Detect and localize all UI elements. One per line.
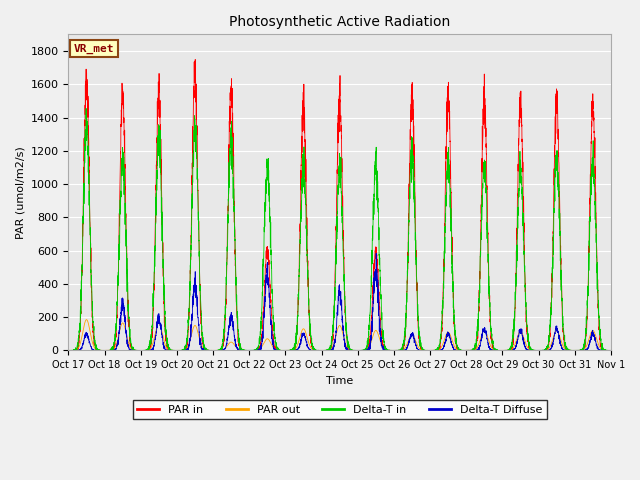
Text: VR_met: VR_met	[74, 44, 115, 54]
PAR in	[65, 348, 72, 353]
Delta-T in	[431, 348, 439, 353]
Delta-T Diffuse	[372, 251, 380, 256]
PAR in	[431, 348, 439, 353]
Delta-T in	[607, 348, 614, 353]
X-axis label: Time: Time	[326, 376, 353, 386]
Line: Delta-T in: Delta-T in	[68, 108, 611, 350]
PAR out	[83, 317, 90, 323]
Delta-T Diffuse	[319, 348, 327, 353]
Delta-T Diffuse	[461, 348, 469, 353]
PAR out	[245, 348, 253, 353]
PAR in	[461, 348, 469, 353]
Delta-T in	[83, 106, 90, 111]
Delta-T Diffuse	[607, 348, 614, 353]
Delta-T in	[492, 348, 500, 353]
Delta-T in	[461, 348, 469, 353]
PAR out	[492, 348, 500, 353]
PAR in	[65, 348, 72, 353]
Delta-T in	[162, 327, 170, 333]
PAR in	[492, 348, 500, 353]
PAR in	[162, 331, 170, 336]
PAR out	[162, 344, 170, 349]
PAR in	[191, 57, 199, 62]
Delta-T Diffuse	[65, 348, 72, 353]
Delta-T Diffuse	[492, 348, 500, 353]
PAR out	[607, 348, 614, 353]
Title: Photosynthetic Active Radiation: Photosynthetic Active Radiation	[229, 15, 451, 29]
Delta-T in	[319, 348, 327, 353]
Y-axis label: PAR (umol/m2/s): PAR (umol/m2/s)	[15, 146, 25, 239]
PAR in	[607, 348, 614, 353]
Line: Delta-T Diffuse: Delta-T Diffuse	[68, 253, 611, 350]
Delta-T in	[606, 348, 614, 353]
PAR out	[607, 348, 614, 353]
Delta-T Diffuse	[607, 348, 614, 353]
Delta-T Diffuse	[431, 348, 439, 353]
Delta-T in	[65, 348, 72, 353]
Line: PAR in: PAR in	[68, 60, 611, 350]
PAR out	[319, 348, 327, 353]
PAR out	[431, 348, 439, 353]
Delta-T Diffuse	[162, 347, 170, 353]
Delta-T Diffuse	[65, 348, 72, 353]
PAR in	[607, 348, 614, 353]
Legend: PAR in, PAR out, Delta-T in, Delta-T Diffuse: PAR in, PAR out, Delta-T in, Delta-T Dif…	[132, 400, 547, 419]
PAR out	[65, 348, 72, 353]
Line: PAR out: PAR out	[68, 320, 611, 350]
PAR out	[461, 348, 469, 353]
PAR in	[319, 348, 327, 353]
